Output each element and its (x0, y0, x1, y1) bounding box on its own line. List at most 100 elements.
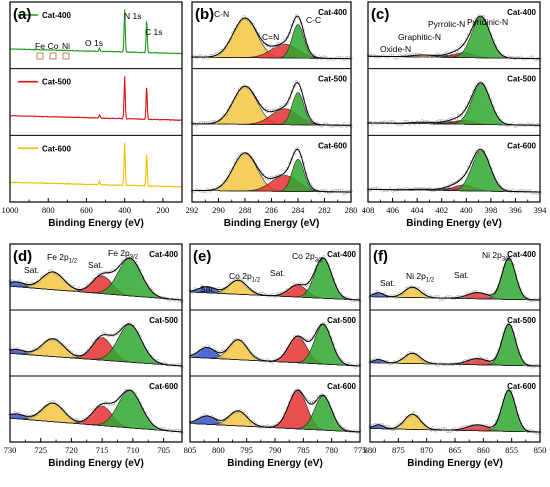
raw-data-point (307, 280, 311, 285)
component-label-co-2p12: Co 2p1/2 (229, 271, 261, 284)
subplot-cat-500: Cat-500 (9, 76, 182, 121)
survey-line-cat-500 (9, 76, 182, 121)
component-label-oxide-n: Oxide-N (380, 44, 411, 54)
raw-data-point (258, 169, 262, 174)
raw-data-point (266, 424, 270, 428)
raw-data-point (513, 124, 517, 128)
raw-data-point (233, 27, 237, 31)
raw-data-point (501, 187, 505, 191)
raw-data-point (155, 294, 159, 298)
panel-frame (191, 1, 352, 203)
raw-data-point (506, 322, 510, 326)
raw-data-point (492, 424, 496, 428)
x-tick-label: 1000 (2, 205, 19, 215)
raw-data-point (459, 177, 463, 181)
raw-data-point (89, 281, 93, 285)
envelope-line (9, 323, 183, 367)
stack-label: Cat-600 (149, 382, 178, 391)
raw-data-point (388, 120, 392, 124)
x-tick-label: 785 (297, 445, 310, 455)
raw-data-point (45, 403, 49, 408)
panel-label: (f) (373, 248, 388, 265)
subplot-cat-600: Cat-600 (368, 382, 542, 435)
raw-data-point (475, 290, 479, 294)
x-tick-label: 394 (534, 205, 548, 215)
x-tick-label: 870 (420, 445, 433, 455)
stack-label: Cat-600 (507, 141, 536, 150)
stack-label: Cat-500 (327, 316, 356, 325)
raw-data-point (457, 178, 461, 182)
raw-data-point (280, 353, 284, 358)
element-label-fe: Fe (35, 41, 45, 51)
panel-label: (e) (193, 248, 211, 265)
background-line (9, 285, 183, 301)
raw-data-point (249, 287, 253, 291)
envelope-line (189, 323, 361, 367)
stack-label: Cat-500 (507, 316, 536, 325)
raw-data-point (240, 17, 244, 21)
raw-data-point (404, 354, 408, 358)
raw-data-point (492, 357, 496, 361)
component-label-fe-2p32: Fe 2p3/2 (108, 248, 139, 261)
raw-data-point (260, 172, 264, 176)
subplot-cat-600: Cat-600 (8, 382, 184, 435)
x-axis-label: Binding Energy (eV) (407, 458, 503, 469)
x-tick-label: 875 (392, 445, 405, 455)
raw-data-point (251, 354, 255, 358)
envelope-line (368, 82, 540, 126)
raw-data-point (240, 86, 244, 90)
raw-data-point (342, 122, 346, 126)
raw-data-point (336, 354, 340, 359)
envelope-line (192, 15, 351, 60)
raw-data-point (64, 280, 69, 284)
background-line (9, 417, 183, 433)
component-label-ni-2p12: Ni 2p1/2 (406, 271, 435, 284)
raw-data-point (143, 411, 147, 415)
stack-label: Cat-600 (507, 382, 536, 391)
fit-peak-co-2p3-2 (189, 324, 361, 367)
x-tick-label: 730 (4, 445, 17, 455)
peak-label-n1s: N 1s (124, 11, 141, 21)
raw-data-point (418, 52, 422, 56)
peak-label-c1s: C 1s (145, 27, 162, 37)
envelope-line (9, 389, 183, 433)
component-label-graphitic-n: Graphitic-N (398, 32, 441, 42)
raw-data-point (254, 355, 258, 359)
raw-data-point (28, 283, 32, 287)
subplot-cat-400: Cat-400 (10, 9, 183, 55)
stack-label: Cat-500 (318, 75, 347, 84)
subplot-cat-600: Cat-600 (9, 142, 183, 188)
x-tick-label: 404 (411, 205, 425, 215)
panel-c: 408 406 404 402 400 398 396 394 Binding Energy (… (362, 1, 548, 229)
raw-data-point (119, 395, 123, 399)
x-tick-label: 795 (240, 445, 253, 455)
raw-data-point (42, 274, 46, 278)
component-label-ni-sat-1: Sat. (380, 278, 395, 288)
envelope-line (189, 389, 361, 433)
raw-data-point (94, 338, 98, 342)
raw-data-point (229, 343, 233, 347)
x-tick-label: 600 (80, 205, 93, 215)
envelope-line (368, 15, 541, 60)
panel-d: 730 725 720 715 710 705 Binding Energy (eV) Cat… (4, 243, 184, 469)
panel-e: 805 800 795 790 785 780 775 Binding Energy (eV)… (184, 243, 366, 469)
panel-frame (9, 243, 183, 443)
subplot-cat-600: Cat-600 (190, 141, 353, 195)
raw-data-point (194, 123, 199, 127)
legend-label: Cat-500 (42, 78, 71, 87)
panel-frame (367, 1, 541, 203)
x-tick-label: 800 (42, 205, 55, 215)
raw-data-point (506, 387, 510, 392)
x-tick-label: 200 (157, 205, 170, 215)
element-marker-box (62, 52, 70, 60)
raw-data-point (531, 429, 535, 433)
raw-data-point (244, 414, 248, 418)
panel-label: (a) (13, 6, 31, 23)
raw-data-point (312, 334, 316, 338)
raw-data-point (69, 417, 73, 421)
stack-label: Cat-500 (507, 75, 536, 84)
raw-data-point (308, 116, 312, 120)
subplot-cat-400: Cat-400 (368, 250, 542, 303)
raw-data-point (421, 422, 425, 426)
raw-data-point (499, 118, 503, 122)
